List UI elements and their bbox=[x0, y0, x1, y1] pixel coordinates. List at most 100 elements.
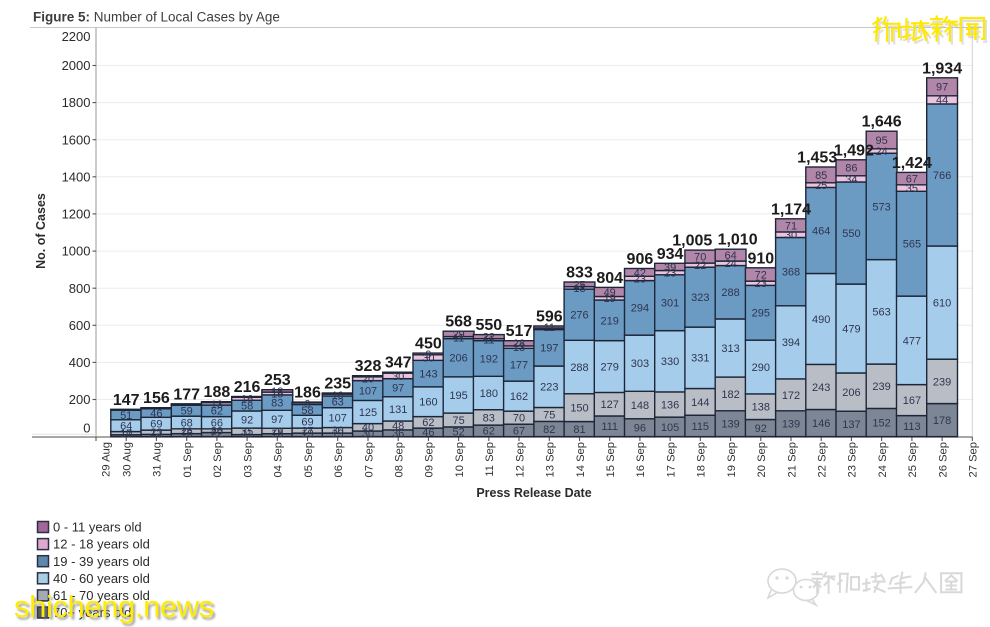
svg-text:0 - 11 years old: 0 - 11 years old bbox=[53, 520, 142, 535]
svg-text:833: 833 bbox=[566, 265, 593, 282]
svg-text:62: 62 bbox=[211, 406, 223, 418]
svg-text:294: 294 bbox=[631, 303, 649, 315]
svg-text:19 - 39 years old: 19 - 39 years old bbox=[53, 554, 150, 569]
svg-text:239: 239 bbox=[933, 376, 951, 388]
svg-text:08 Sep: 08 Sep bbox=[394, 442, 406, 477]
svg-text:347: 347 bbox=[385, 355, 412, 372]
svg-text:160: 160 bbox=[419, 397, 437, 409]
svg-text:19: 19 bbox=[301, 428, 313, 440]
svg-text:12 - 18 years old: 12 - 18 years old bbox=[53, 537, 150, 552]
svg-text:276: 276 bbox=[570, 310, 588, 322]
svg-text:13: 13 bbox=[513, 342, 525, 354]
svg-text:206: 206 bbox=[842, 387, 860, 399]
svg-text:143: 143 bbox=[419, 369, 437, 381]
svg-text:64: 64 bbox=[120, 421, 132, 433]
svg-text:167: 167 bbox=[903, 395, 921, 407]
svg-text:156: 156 bbox=[143, 390, 170, 407]
svg-text:573: 573 bbox=[872, 201, 890, 213]
svg-text:35: 35 bbox=[906, 183, 918, 195]
svg-text:81: 81 bbox=[573, 424, 585, 436]
svg-text:115: 115 bbox=[692, 421, 710, 433]
svg-text:42: 42 bbox=[634, 267, 646, 279]
svg-text:479: 479 bbox=[842, 323, 860, 335]
svg-text:30: 30 bbox=[785, 230, 797, 242]
svg-text:219: 219 bbox=[601, 315, 619, 327]
svg-text:No. of Cases: No. of Cases bbox=[34, 193, 48, 269]
svg-text:92: 92 bbox=[755, 423, 767, 435]
svg-text:26: 26 bbox=[181, 426, 193, 438]
svg-text:75: 75 bbox=[452, 415, 464, 427]
svg-text:148: 148 bbox=[631, 400, 649, 412]
svg-text:147: 147 bbox=[113, 392, 140, 409]
svg-text:596: 596 bbox=[536, 309, 563, 326]
svg-text:600: 600 bbox=[69, 318, 91, 333]
svg-text:02 Sep: 02 Sep bbox=[212, 442, 224, 477]
svg-text:563: 563 bbox=[872, 307, 890, 319]
svg-text:69: 69 bbox=[301, 417, 313, 429]
svg-text:11: 11 bbox=[241, 428, 252, 440]
svg-text:66: 66 bbox=[211, 418, 223, 430]
svg-text:146: 146 bbox=[812, 418, 830, 430]
svg-text:177: 177 bbox=[510, 360, 528, 372]
svg-text:303: 303 bbox=[631, 358, 649, 370]
svg-text:62: 62 bbox=[483, 426, 495, 438]
svg-text:Press Release Date: Press Release Date bbox=[476, 486, 591, 500]
svg-text:24: 24 bbox=[724, 258, 736, 270]
svg-text:11: 11 bbox=[453, 333, 464, 345]
svg-text:46: 46 bbox=[422, 427, 434, 439]
svg-text:800: 800 bbox=[69, 281, 91, 296]
svg-text:70: 70 bbox=[513, 413, 525, 425]
svg-text:68: 68 bbox=[181, 417, 193, 429]
svg-text:464: 464 bbox=[812, 225, 830, 237]
svg-text:2200: 2200 bbox=[62, 29, 91, 44]
svg-text:144: 144 bbox=[691, 397, 709, 409]
svg-text:85: 85 bbox=[815, 170, 827, 182]
svg-text:235: 235 bbox=[324, 376, 351, 393]
svg-text:01 Sep: 01 Sep bbox=[182, 442, 194, 477]
svg-text:295: 295 bbox=[752, 308, 770, 320]
svg-text:239: 239 bbox=[872, 381, 890, 393]
svg-text:105: 105 bbox=[661, 422, 679, 434]
svg-text:67: 67 bbox=[906, 174, 918, 186]
svg-text:22: 22 bbox=[483, 332, 495, 344]
svg-text:44: 44 bbox=[936, 95, 948, 107]
svg-text:1,934: 1,934 bbox=[922, 60, 962, 77]
svg-text:16: 16 bbox=[271, 428, 283, 440]
svg-text:20: 20 bbox=[362, 374, 374, 386]
svg-text:450: 450 bbox=[415, 336, 442, 353]
svg-text:1,005: 1,005 bbox=[672, 233, 712, 250]
svg-text:17: 17 bbox=[120, 428, 132, 440]
svg-text:910: 910 bbox=[747, 250, 774, 267]
svg-text:58: 58 bbox=[241, 401, 253, 413]
svg-text:72: 72 bbox=[755, 269, 767, 281]
svg-text:27 Sep: 27 Sep bbox=[968, 442, 980, 477]
svg-text:138: 138 bbox=[752, 402, 770, 414]
svg-text:04 Sep: 04 Sep bbox=[273, 442, 285, 477]
svg-text:51: 51 bbox=[120, 410, 132, 422]
svg-text:83: 83 bbox=[271, 398, 283, 410]
svg-text:70: 70 bbox=[694, 252, 706, 264]
svg-text:19: 19 bbox=[332, 428, 344, 440]
svg-text:107: 107 bbox=[329, 413, 347, 425]
svg-text:565: 565 bbox=[903, 239, 921, 251]
svg-text:206: 206 bbox=[449, 353, 467, 365]
svg-text:290: 290 bbox=[752, 362, 770, 374]
svg-text:766: 766 bbox=[933, 170, 951, 182]
svg-text:197: 197 bbox=[540, 343, 558, 355]
svg-text:400: 400 bbox=[69, 355, 91, 370]
svg-text:330: 330 bbox=[661, 356, 679, 368]
svg-text:71: 71 bbox=[785, 220, 797, 232]
svg-text:10: 10 bbox=[120, 428, 132, 440]
svg-text:568: 568 bbox=[445, 314, 472, 331]
svg-text:Figure 5: Number of Local Case: Figure 5: Number of Local Cases by Age bbox=[33, 10, 280, 25]
svg-text:180: 180 bbox=[480, 388, 498, 400]
svg-text:09 Sep: 09 Sep bbox=[424, 442, 436, 477]
svg-text:313: 313 bbox=[721, 343, 739, 355]
svg-text:24 Sep: 24 Sep bbox=[877, 442, 889, 477]
svg-text:92: 92 bbox=[241, 414, 253, 426]
svg-text:25: 25 bbox=[815, 180, 827, 192]
svg-text:1200: 1200 bbox=[62, 207, 91, 222]
svg-text:16: 16 bbox=[181, 428, 193, 440]
svg-text:192: 192 bbox=[480, 353, 498, 365]
svg-text:11 Sep: 11 Sep bbox=[484, 442, 496, 477]
